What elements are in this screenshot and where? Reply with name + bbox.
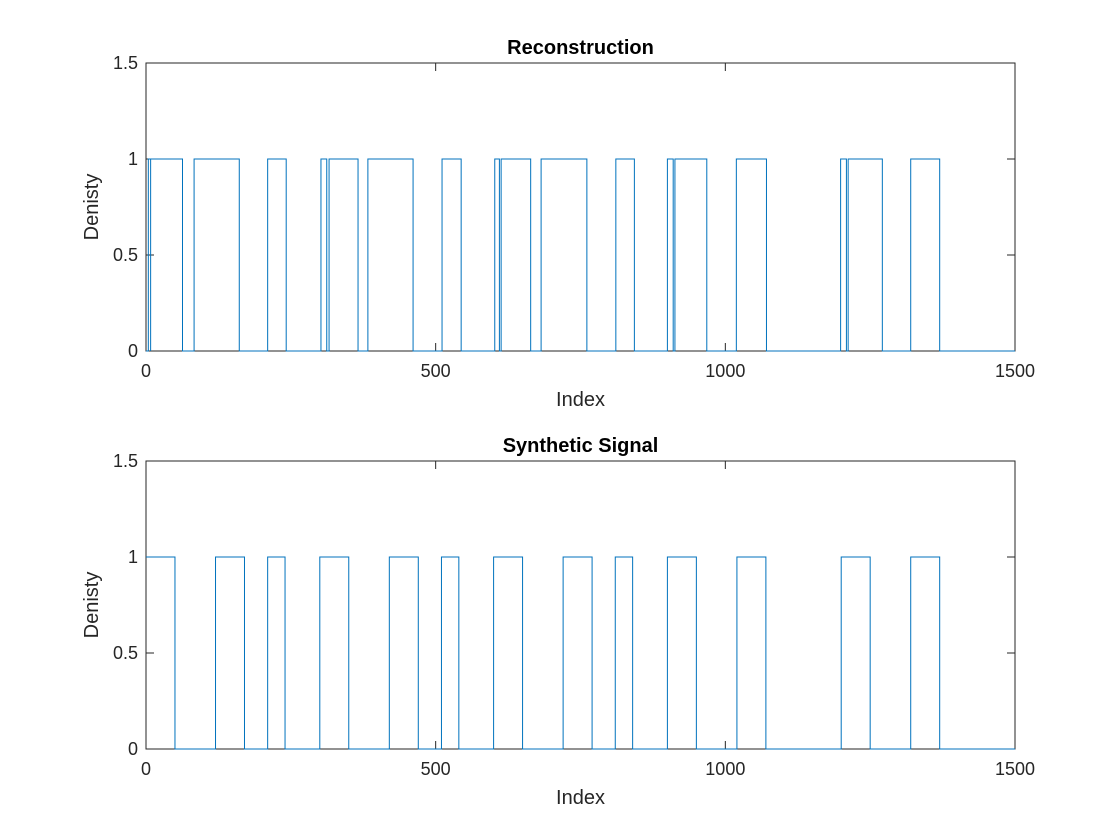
y-tick-label: 1.5	[113, 451, 138, 471]
x-axis-label: Index	[556, 389, 605, 411]
x-tick-label: 1500	[995, 759, 1035, 779]
y-tick-label: 0.5	[113, 643, 138, 663]
axes-box	[145, 62, 1016, 352]
y-axis-label: Denisty	[81, 572, 103, 639]
y-tick-label: 0	[128, 341, 138, 361]
y-tick-label: 0.5	[113, 245, 138, 265]
x-tick-label: 1000	[705, 361, 745, 381]
x-tick-label: 0	[141, 361, 151, 381]
x-tick-label: 500	[421, 759, 451, 779]
y-tick-label: 0	[128, 739, 138, 759]
series-line	[146, 556, 1015, 750]
chart-reconstruction: 0 500 1000 1500 0 0.5 1 1.5 Reconstruction Index D…	[81, 37, 1035, 411]
x-tick-label: 1000	[705, 759, 745, 779]
series-line	[146, 158, 1015, 352]
chart-title: Synthetic Signal	[503, 435, 659, 457]
y-axis-label: Denisty	[81, 174, 103, 241]
x-tick-label: 0	[141, 759, 151, 779]
y-tick-label: 1	[128, 547, 138, 567]
x-tick-label: 1500	[995, 361, 1035, 381]
axes-box	[145, 460, 1016, 750]
chart-title: Reconstruction	[507, 37, 654, 59]
chart-synthetic-signal: 0 500 1000 1500 0 0.5 1 1.5 Synthetic Signal Inde…	[81, 435, 1035, 809]
y-tick-label: 1	[128, 149, 138, 169]
x-tick-label: 500	[421, 361, 451, 381]
x-axis-label: Index	[556, 787, 605, 809]
y-tick-label: 1.5	[113, 53, 138, 73]
